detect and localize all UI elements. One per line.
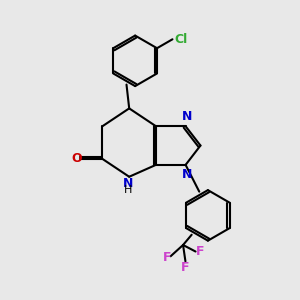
Text: Cl: Cl [174, 33, 187, 46]
Text: H: H [124, 185, 132, 195]
Text: F: F [164, 251, 172, 264]
Text: N: N [182, 110, 192, 123]
Text: O: O [71, 152, 82, 165]
Text: F: F [181, 261, 190, 274]
Text: N: N [182, 168, 192, 182]
Text: N: N [122, 177, 133, 190]
Text: F: F [196, 245, 204, 258]
